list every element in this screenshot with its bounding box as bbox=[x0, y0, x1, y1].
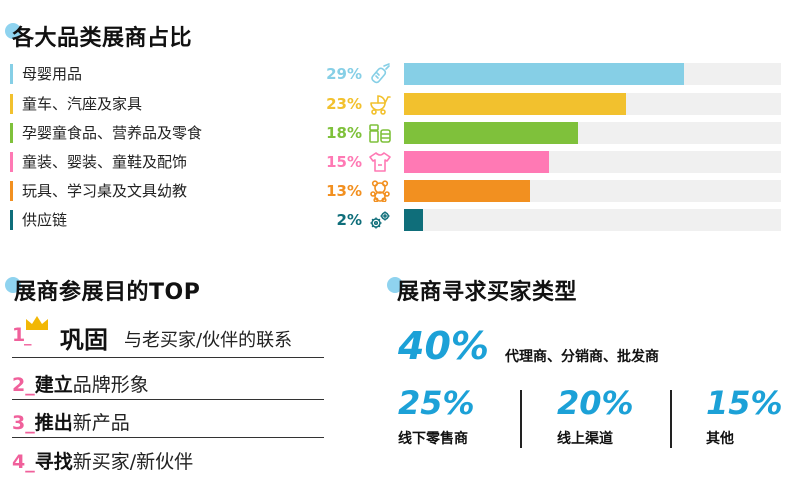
category-row: 童装、婴装、童鞋及配饰 15% bbox=[10, 151, 782, 173]
buyer-label-online: 线上渠道 bbox=[557, 431, 613, 447]
purpose-text: 与老买家/伙伴的联系 bbox=[124, 330, 293, 351]
bar bbox=[404, 180, 530, 202]
chart-title: 各大品类展商占比 bbox=[12, 26, 193, 51]
data-label: 13% bbox=[326, 182, 362, 200]
category-marker bbox=[10, 94, 13, 114]
stroller-icon bbox=[368, 93, 392, 115]
category-label: 孕婴童食品、营养品及零食 bbox=[22, 124, 203, 142]
bar bbox=[404, 93, 626, 115]
purpose-item-1: 1 _ 巩固 与老买家/伙伴的联系 bbox=[12, 316, 324, 358]
purpose-keyword: 推出 bbox=[34, 412, 73, 434]
bar-track bbox=[404, 93, 781, 115]
rank-separator: _ bbox=[24, 328, 32, 346]
title-dot-decoration bbox=[5, 277, 21, 293]
data-label: 18% bbox=[326, 124, 362, 142]
bar bbox=[404, 151, 549, 173]
category-label: 供应链 bbox=[22, 211, 68, 229]
rank-separator: _ bbox=[25, 412, 35, 434]
rank-separator: _ bbox=[25, 451, 35, 473]
buyer-percent-offline: 25% bbox=[398, 384, 475, 422]
category-marker bbox=[10, 123, 13, 143]
rank-number: 2 bbox=[12, 374, 26, 396]
category-row: 玩具、学习桌及文具幼教 13% bbox=[10, 180, 782, 203]
bar bbox=[404, 122, 578, 144]
title-dot-decoration bbox=[5, 23, 21, 39]
category-marker bbox=[10, 152, 13, 172]
category-label: 童装、婴装、童鞋及配饰 bbox=[22, 153, 188, 171]
category-label: 童车、汽座及家具 bbox=[22, 95, 143, 113]
bar-track bbox=[404, 151, 781, 173]
baby-onesie-icon bbox=[368, 151, 392, 173]
bar-track bbox=[404, 209, 781, 231]
purpose-text: 新产品 bbox=[72, 412, 130, 434]
category-marker bbox=[10, 210, 13, 230]
crown-icon bbox=[26, 316, 48, 330]
buyer-main-percent: 40% bbox=[398, 324, 489, 368]
buyer-section-title: 展商寻求买家类型 bbox=[397, 280, 578, 305]
category-marker bbox=[10, 181, 13, 201]
rank-number: 1 bbox=[12, 324, 26, 346]
purpose-item-3: 3_推出新产品 bbox=[12, 408, 324, 438]
bar bbox=[404, 209, 423, 231]
bar-track bbox=[404, 180, 781, 202]
category-row: 供应链 2% bbox=[10, 209, 782, 231]
teddy-bear-icon bbox=[368, 180, 392, 203]
buyer-label-offline: 线下零售商 bbox=[398, 431, 468, 447]
buyer-percent-other: 15% bbox=[706, 384, 783, 422]
gears-icon bbox=[368, 209, 392, 231]
bar-track bbox=[404, 122, 781, 144]
category-label: 玩具、学习桌及文具幼教 bbox=[22, 182, 188, 200]
food-jar-icon bbox=[368, 122, 392, 144]
purpose-text: 品牌形象 bbox=[72, 374, 149, 396]
purpose-item-2: 2_建立品牌形象 bbox=[12, 370, 324, 400]
bar-track bbox=[404, 63, 781, 85]
purpose-keyword: 巩固 bbox=[60, 326, 108, 354]
rank-separator: _ bbox=[25, 374, 35, 396]
title-dot-decoration bbox=[387, 277, 403, 293]
purpose-item-4: 4_寻找新买家/新伙伴 bbox=[12, 447, 324, 477]
data-label: 2% bbox=[336, 211, 362, 229]
category-marker bbox=[10, 64, 13, 84]
bar bbox=[404, 63, 684, 85]
rank-number: 4 bbox=[12, 451, 26, 473]
buyer-label-other: 其他 bbox=[706, 431, 734, 447]
rank-number: 3 bbox=[12, 412, 26, 434]
data-label: 29% bbox=[326, 65, 362, 83]
purpose-text: 新买家/新伙伴 bbox=[72, 451, 194, 473]
category-row: 母婴用品 29% bbox=[10, 63, 782, 85]
data-label: 23% bbox=[326, 95, 362, 113]
divider bbox=[520, 390, 522, 448]
category-row: 孕婴童食品、营养品及零食 18% bbox=[10, 122, 782, 144]
purpose-keyword: 建立 bbox=[34, 374, 73, 396]
category-row: 童车、汽座及家具 23% bbox=[10, 93, 782, 115]
baby-bottle-icon bbox=[368, 63, 392, 85]
data-label: 15% bbox=[326, 153, 362, 171]
buyer-percent-online: 20% bbox=[557, 384, 634, 422]
purpose-keyword: 寻找 bbox=[34, 451, 73, 473]
divider bbox=[670, 390, 672, 448]
category-label: 母婴用品 bbox=[22, 65, 83, 83]
buyer-main-label: 代理商、分销商、批发商 bbox=[505, 349, 659, 365]
purpose-section-title: 展商参展目的TOP bbox=[14, 280, 201, 305]
